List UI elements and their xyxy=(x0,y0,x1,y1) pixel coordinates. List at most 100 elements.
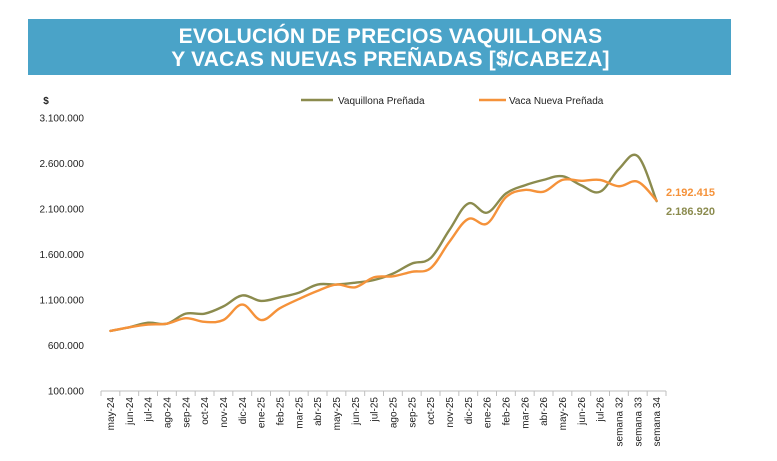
x-tick-label: mar-25 xyxy=(294,397,305,429)
y-tick-label: 2.600.000 xyxy=(40,159,85,170)
data-point xyxy=(637,155,639,157)
x-tick-label: sep-24 xyxy=(181,397,192,428)
x-tick-label: jun-24 xyxy=(125,397,136,426)
x-tick-label: ago-25 xyxy=(388,397,399,429)
data-point xyxy=(411,271,413,273)
data-point xyxy=(599,191,601,193)
data-point xyxy=(109,330,111,332)
series-end-value-label: 2.186.920 xyxy=(666,206,715,218)
data-point xyxy=(429,267,431,269)
data-point xyxy=(128,326,130,328)
data-point xyxy=(392,272,394,274)
y-tick-label: 2.100.000 xyxy=(40,205,85,216)
data-point xyxy=(260,319,262,321)
data-point xyxy=(561,175,563,177)
data-point xyxy=(222,305,224,307)
data-point xyxy=(486,222,488,224)
x-tick-label: oct-25 xyxy=(426,397,437,425)
data-point xyxy=(618,185,620,187)
data-point xyxy=(448,229,450,231)
data-point xyxy=(524,184,526,186)
y-tick-label: 600.000 xyxy=(48,341,85,352)
x-tick-label: abr-25 xyxy=(313,397,324,426)
data-point xyxy=(373,279,375,281)
data-point xyxy=(580,184,582,186)
x-tick-label: semana 34 xyxy=(652,397,663,447)
x-tick-label: sep-25 xyxy=(407,397,418,428)
series-end-value-label: 2.192.415 xyxy=(666,187,715,199)
x-tick-label: feb-25 xyxy=(275,397,286,426)
data-point xyxy=(298,292,300,294)
y-tick-label: 3.100.000 xyxy=(40,114,85,125)
data-point xyxy=(392,275,394,277)
data-point xyxy=(241,294,243,296)
x-tick-label: semana 33 xyxy=(633,397,644,447)
data-point xyxy=(354,286,356,288)
y-tick-label: 100.000 xyxy=(48,387,85,398)
data-point xyxy=(185,317,187,319)
data-point xyxy=(429,257,431,259)
data-point xyxy=(505,192,507,194)
data-point xyxy=(486,211,488,213)
data-point xyxy=(505,196,507,198)
x-tick-label: jul-26 xyxy=(596,397,607,423)
chart-title-line1: EVOLUCIÓN DE PRECIOS VAQUILLONAS xyxy=(178,25,603,48)
data-point xyxy=(316,290,318,292)
data-point xyxy=(655,199,657,201)
x-tick-label: jul-24 xyxy=(144,397,155,423)
data-point xyxy=(448,241,450,243)
x-tick-label: abr-26 xyxy=(539,397,550,426)
data-point xyxy=(637,181,639,183)
data-point xyxy=(316,283,318,285)
x-tick-label: nov-24 xyxy=(219,397,230,428)
data-point xyxy=(411,262,413,264)
x-tick-label: may-25 xyxy=(332,397,343,431)
x-tick-label: semana 32 xyxy=(614,397,625,447)
x-tick-label: may-26 xyxy=(558,397,569,431)
data-point xyxy=(279,307,281,309)
y-tick-label: 1.600.000 xyxy=(40,250,85,261)
data-point xyxy=(467,202,469,204)
x-tick-label: oct-24 xyxy=(200,397,211,425)
x-tick-label: nov-25 xyxy=(445,397,456,428)
data-point xyxy=(166,322,168,324)
data-point xyxy=(618,168,620,170)
data-point xyxy=(260,300,262,302)
data-point xyxy=(542,179,544,181)
x-tick-label: feb-26 xyxy=(501,397,512,426)
data-point xyxy=(335,283,337,285)
data-point xyxy=(580,180,582,182)
data-point xyxy=(279,296,281,298)
x-tick-label: ene-26 xyxy=(483,397,494,429)
legend-label: Vaca Nueva Preñada xyxy=(509,96,604,107)
y-axis-unit-label: $ xyxy=(43,96,49,107)
data-point xyxy=(354,282,356,284)
data-point xyxy=(561,179,563,181)
legend-label: Vaquillona Preñada xyxy=(338,96,425,107)
data-point xyxy=(241,303,243,305)
title-banner: EVOLUCIÓN DE PRECIOS VAQUILLONAS Y VACAS… xyxy=(28,19,731,75)
x-tick-label: jun-26 xyxy=(577,397,588,426)
data-point xyxy=(524,189,526,191)
x-tick-label: ago-24 xyxy=(162,397,173,429)
x-tick-label: dic-25 xyxy=(464,397,475,425)
data-point xyxy=(222,319,224,321)
data-point xyxy=(373,276,375,278)
x-tick-label: jun-25 xyxy=(351,397,362,426)
y-tick-label: 1.100.000 xyxy=(40,296,85,307)
data-point xyxy=(203,312,205,314)
data-point xyxy=(185,312,187,314)
x-tick-label: may-24 xyxy=(106,397,117,431)
data-point xyxy=(599,179,601,181)
chart-title-line2: Y VACAS NUEVAS PREÑADAS [$/CABEZA] xyxy=(171,48,610,71)
series-line-vaca-nueva-pre-ada xyxy=(109,177,658,333)
data-point xyxy=(467,218,469,220)
data-point xyxy=(203,321,205,323)
x-tick-label: mar-26 xyxy=(520,397,531,429)
x-tick-label: jul-25 xyxy=(370,397,381,423)
data-point xyxy=(542,191,544,193)
data-point xyxy=(147,323,149,325)
x-tick-label: dic-24 xyxy=(238,397,249,425)
x-tick-label: ene-25 xyxy=(257,397,268,429)
